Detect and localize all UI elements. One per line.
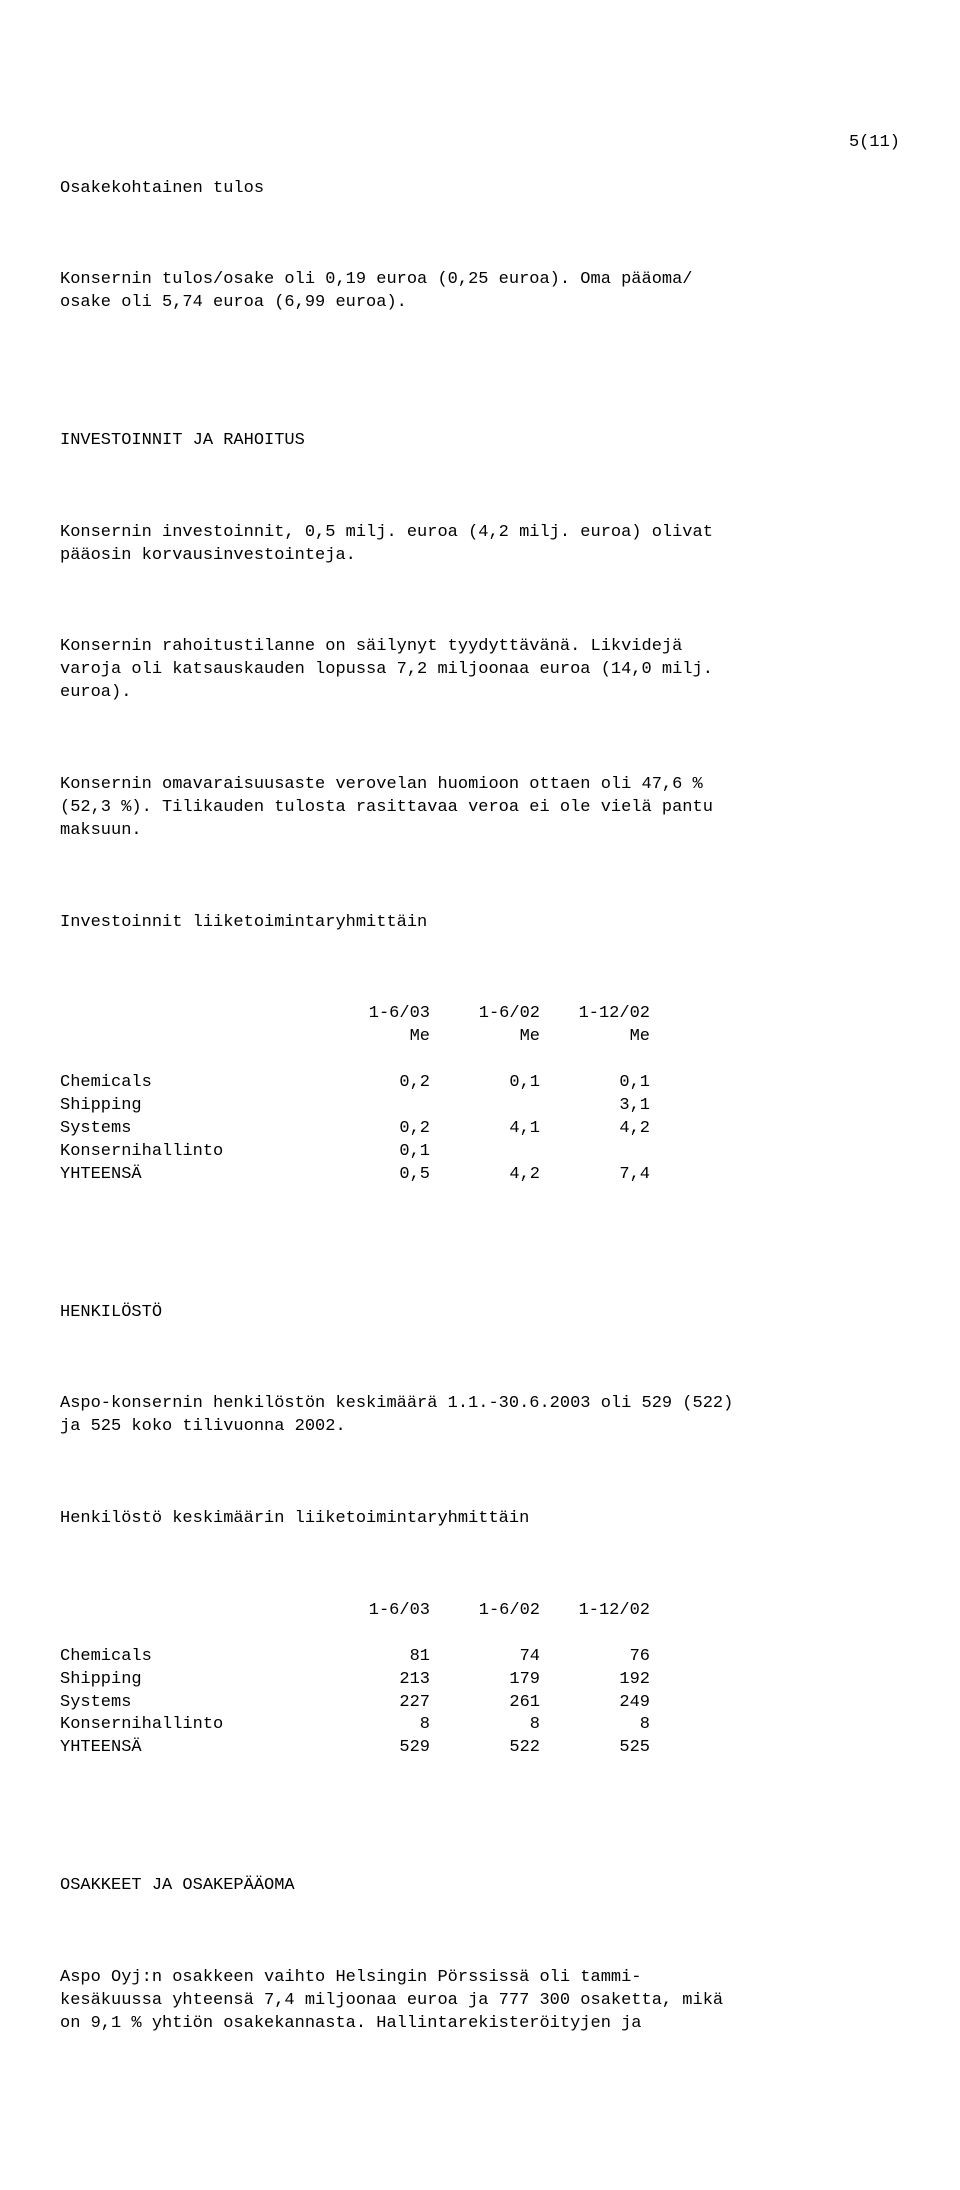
section-heading: OSAKKEET JA OSAKEPÄÄOMA <box>60 1875 900 1898</box>
table-cell: Shipping <box>60 1669 320 1692</box>
table-cell: Konsernihallinto <box>60 1141 320 1164</box>
table-cell: 529 <box>320 1737 430 1760</box>
paragraph: Konsernin omavaraisuusaste verovelan huo… <box>60 774 900 843</box>
table-cell: YHTEENSÄ <box>60 1164 320 1187</box>
spacer <box>60 1783 900 1806</box>
table-cell: Shipping <box>60 1095 320 1118</box>
spacer <box>60 591 900 614</box>
table-header-row: 1-6/03 1-6/02 1-12/02 <box>60 1600 650 1623</box>
table-row: Chemicals 0,2 0,1 0,1 <box>60 1072 650 1095</box>
table-cell: 8 <box>430 1714 540 1737</box>
table-cell: 3,1 <box>540 1095 650 1118</box>
table-cell: 4,2 <box>430 1164 540 1187</box>
paragraph: Konsernin rahoitustilanne on säilynyt ty… <box>60 636 900 705</box>
spacer <box>60 1462 900 1485</box>
spacer <box>60 1347 900 1370</box>
table-cell <box>430 1095 540 1118</box>
table-cell: 76 <box>540 1646 650 1669</box>
table-cell: 525 <box>540 1737 650 1760</box>
table-row: Konsernihallinto 0,1 <box>60 1141 650 1164</box>
table-cell: Chemicals <box>60 1646 320 1669</box>
table-header-row: Me Me Me <box>60 1026 650 1049</box>
table-investments: 1-6/03 1-6/02 1-12/02 Me Me Me Chemicals… <box>60 1003 650 1187</box>
table-cell: 81 <box>320 1646 430 1669</box>
table-cell: 4,1 <box>430 1118 540 1141</box>
table-cell: 213 <box>320 1669 430 1692</box>
table-cell: 8 <box>320 1714 430 1737</box>
table-row: Systems 0,2 4,1 4,2 <box>60 1118 650 1141</box>
page-number: 5(11) <box>60 132 900 155</box>
paragraph: Aspo-konsernin henkilöstön keskimäärä 1.… <box>60 1393 900 1439</box>
table-row: Shipping 3,1 <box>60 1095 650 1118</box>
table-header: 1-12/02 <box>540 1600 650 1623</box>
section-heading: HENKILÖSTÖ <box>60 1302 900 1325</box>
table-cell: YHTEENSÄ <box>60 1737 320 1760</box>
spacer <box>60 866 900 889</box>
table-cell <box>540 1141 650 1164</box>
table-row: Systems 227 261 249 <box>60 1692 650 1715</box>
table-cell: 261 <box>430 1692 540 1715</box>
table-cell: 0,1 <box>540 1072 650 1095</box>
section-heading: INVESTOINNIT JA RAHOITUS <box>60 430 900 453</box>
table-cell: 74 <box>430 1646 540 1669</box>
spacer <box>60 1921 900 1944</box>
spacer <box>60 224 900 247</box>
table-cell: 179 <box>430 1669 540 1692</box>
paragraph: Aspo Oyj:n osakkeen vaihto Helsingin Pör… <box>60 1967 900 2036</box>
paragraph: Konsernin investoinnit, 0,5 milj. euroa … <box>60 522 900 568</box>
table-title: Henkilöstö keskimäärin liiketoimintaryhm… <box>60 1508 900 1531</box>
table-cell: 0,2 <box>320 1072 430 1095</box>
spacer <box>60 1210 900 1233</box>
table-cell: 249 <box>540 1692 650 1715</box>
table-header: Me <box>430 1026 540 1049</box>
table-cell: Konsernihallinto <box>60 1714 320 1737</box>
table-cell: 522 <box>430 1737 540 1760</box>
spacer <box>60 384 900 407</box>
table-cell: 4,2 <box>540 1118 650 1141</box>
table-header: Me <box>320 1026 430 1049</box>
table-cell: 0,5 <box>320 1164 430 1187</box>
table-header: 1-6/02 <box>430 1600 540 1623</box>
table-personnel: 1-6/03 1-6/02 1-12/02 Chemicals 81 74 76… <box>60 1600 650 1761</box>
spacer <box>60 728 900 751</box>
table-row: Konsernihallinto 8 8 8 <box>60 1714 650 1737</box>
table-row: YHTEENSÄ 0,5 4,2 7,4 <box>60 1164 650 1187</box>
spacer <box>60 476 900 499</box>
table-header: 1-6/02 <box>430 1003 540 1026</box>
table-row: YHTEENSÄ 529 522 525 <box>60 1737 650 1760</box>
spacer <box>60 1256 900 1279</box>
spacer <box>60 338 900 361</box>
table-header: Me <box>540 1026 650 1049</box>
table-header-row: 1-6/03 1-6/02 1-12/02 <box>60 1003 650 1026</box>
spacer <box>60 958 900 981</box>
table-cell: Chemicals <box>60 1072 320 1095</box>
table-cell: 227 <box>320 1692 430 1715</box>
table-row: Chemicals 81 74 76 <box>60 1646 650 1669</box>
table-header: 1-12/02 <box>540 1003 650 1026</box>
table-cell: Systems <box>60 1692 320 1715</box>
table-cell: 0,1 <box>430 1072 540 1095</box>
table-cell: 7,4 <box>540 1164 650 1187</box>
table-cell: 8 <box>540 1714 650 1737</box>
paragraph: Konsernin tulos/osake oli 0,19 euroa (0,… <box>60 269 900 315</box>
table-header: 1-6/03 <box>320 1600 430 1623</box>
spacer <box>60 1829 900 1852</box>
table-cell: Systems <box>60 1118 320 1141</box>
table-row: Shipping 213 179 192 <box>60 1669 650 1692</box>
table-cell: 0,1 <box>320 1141 430 1164</box>
spacer <box>60 1554 900 1577</box>
table-cell: 0,2 <box>320 1118 430 1141</box>
section-heading: Osakekohtainen tulos <box>60 178 900 201</box>
table-cell <box>430 1141 540 1164</box>
table-cell <box>320 1095 430 1118</box>
table-title: Investoinnit liiketoimintaryhmittäin <box>60 912 900 935</box>
table-cell: 192 <box>540 1669 650 1692</box>
table-header: 1-6/03 <box>320 1003 430 1026</box>
